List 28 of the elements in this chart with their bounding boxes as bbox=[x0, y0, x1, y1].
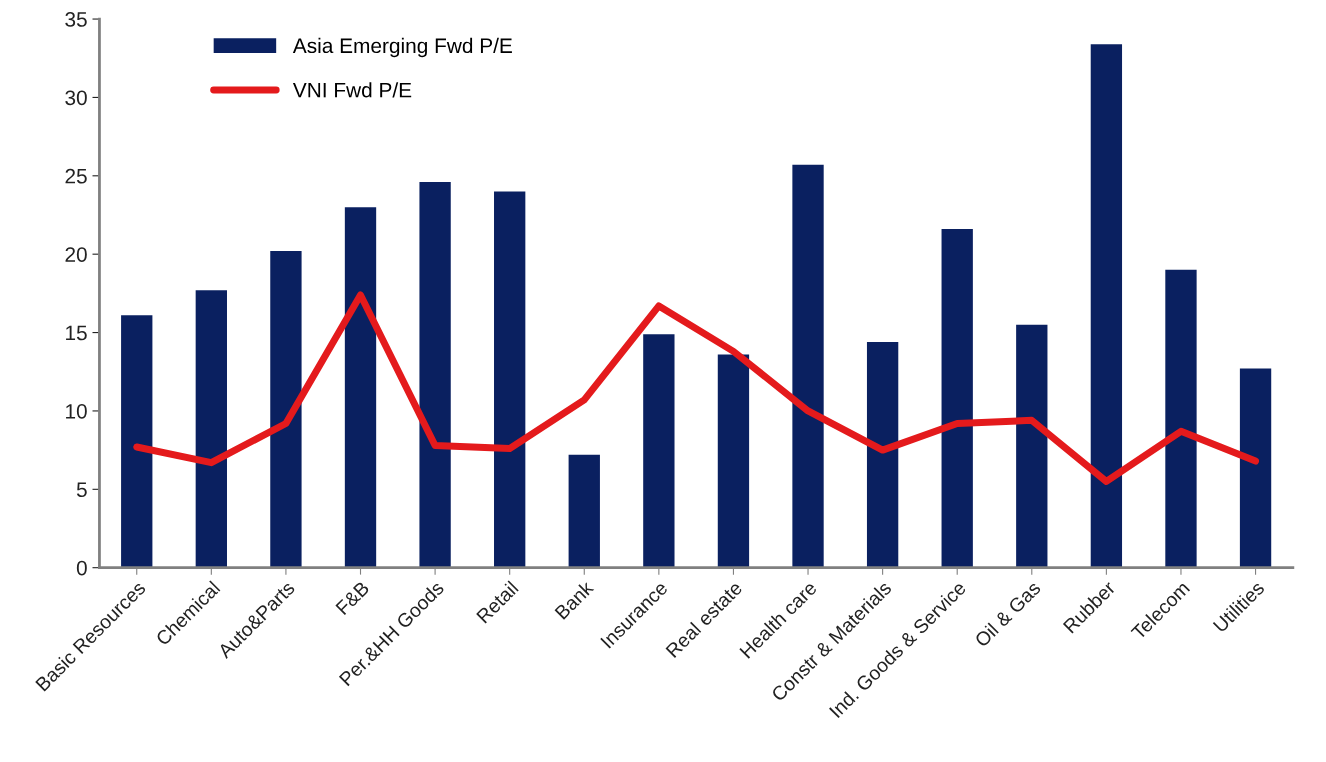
y-tick-label: 0 bbox=[76, 560, 87, 576]
bar bbox=[1165, 269, 1197, 568]
bar bbox=[1239, 368, 1272, 568]
bar bbox=[270, 251, 302, 568]
bar bbox=[941, 229, 973, 568]
y-tick-label: 35 bbox=[65, 12, 87, 27]
y-tick-label: 20 bbox=[65, 247, 87, 262]
y-tick-label: 10 bbox=[66, 403, 87, 419]
bar bbox=[717, 354, 750, 568]
bar bbox=[568, 454, 600, 568]
x-tick-label: Oil & Gas bbox=[973, 579, 1042, 648]
legend-label: VNI Fwd P/E bbox=[292, 82, 412, 98]
y-tick-label: 30 bbox=[65, 90, 87, 106]
bar bbox=[866, 341, 899, 568]
bar bbox=[1016, 324, 1048, 568]
bar bbox=[121, 315, 153, 568]
x-tick-label: F&B bbox=[335, 580, 370, 616]
bar bbox=[792, 164, 824, 568]
bar bbox=[419, 182, 451, 568]
legend-label: Asia Emerging Fwd P/E bbox=[292, 37, 512, 58]
y-tick-label: 25 bbox=[65, 168, 87, 184]
bar bbox=[195, 290, 227, 568]
y-tick-label: 15 bbox=[66, 325, 87, 341]
bar bbox=[1090, 44, 1123, 568]
bar bbox=[344, 207, 377, 568]
bar bbox=[494, 191, 526, 568]
y-tick-label: 5 bbox=[76, 482, 87, 498]
bar bbox=[643, 334, 675, 568]
